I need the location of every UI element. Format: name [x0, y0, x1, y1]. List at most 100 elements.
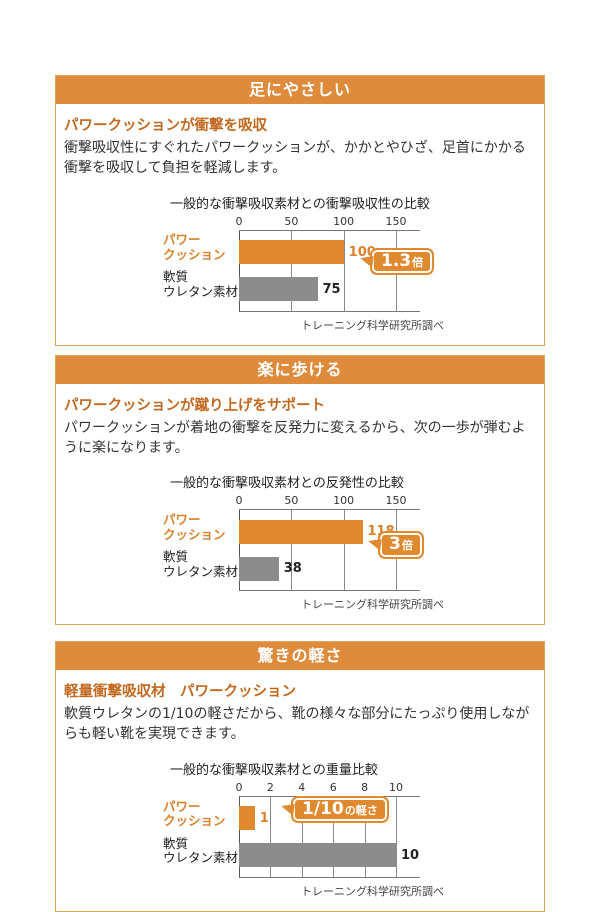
bar-category-label-line: パワー [163, 798, 201, 814]
ratio-badge-value: 1.3 [381, 250, 412, 271]
plot: 100 75 [239, 229, 420, 312]
bar-category-label-line: 軟質 [163, 269, 189, 285]
bar-category-label-line: クッション [163, 526, 226, 542]
gridline [291, 510, 293, 591]
bar-value-label: 10 [401, 847, 420, 863]
bar-chart-rebound: 一般的な衝撃吸収素材との反発性の比較 パワー クッション 軟質 ウレタン素材 0 50 1… [163, 472, 444, 612]
bar-row: 1 [239, 800, 420, 837]
plot-area: 0 50 100 150 100 75 1.3 倍 [236, 214, 435, 312]
bar-chart-shock-absorption: 一般的な衝撃吸収素材との衝撃吸収性の比較 パワー クッション 軟質 ウレタン素材 0 5… [163, 193, 444, 333]
axis-ticks: 0 2 4 6 8 10 [236, 780, 420, 796]
axis-tick-label: 8 [361, 780, 369, 794]
axis-tick-label: 2 [266, 780, 274, 794]
bar-power-cushion [239, 240, 344, 265]
axis-tick-label: 50 [284, 494, 299, 508]
bar-category-label-line: パワー [163, 511, 201, 527]
bar-urethane [239, 843, 396, 868]
section-body: パワークッションが蹴り上げをサポート パワークッションが着地の衝撃を反発力に変え… [56, 384, 544, 625]
section-body: パワークッションが衝撃を吸収 衝撃吸収性にすぐれたパワークッションが、かかとやひ… [56, 104, 544, 345]
bar-labels: パワー クッション軟質 ウレタン素材 [163, 781, 239, 878]
section-subheading: 軽量衝撃吸収材 パワークッション [64, 684, 296, 701]
bar-power-cushion [239, 806, 255, 831]
bar-category-label: パワー クッション [163, 509, 239, 546]
chart-title: 一般的な衝撃吸収素材との重量比較 [170, 762, 378, 778]
section-lightweight: 驚きの軽さ 軽量衝撃吸収材 パワークッション 軟質ウレタンの1/10の軽さだから… [55, 641, 545, 912]
gridline [343, 510, 345, 591]
chart-title: 一般的な衝撃吸収素材との反発性の比較 [170, 476, 404, 492]
axis-tick-label: 150 [385, 214, 407, 228]
section-rebound: 楽に歩ける パワークッションが蹴り上げをサポート パワークッションが着地の衝撃を… [55, 354, 545, 626]
ratio-badge-unit: の軽さ [344, 803, 378, 817]
bar-urethane [239, 277, 318, 302]
chart-source: トレーニング科学研究所調べ [301, 598, 444, 612]
bar-labels: パワー クッション 軟質 ウレタン素材 [163, 215, 239, 312]
axis-tick-label: 10 [389, 780, 403, 794]
section-cushioning: 足にやさしい パワークッションが衝撃を吸収 衝撃吸収性にすぐれたパワークッション… [55, 75, 545, 346]
chart-title: 一般的な衝撃吸収素材との衝撃吸収性の比較 [170, 196, 430, 212]
gridline [270, 796, 272, 877]
section-header-text: 楽に歩ける [257, 359, 343, 379]
section-description: パワークッションが着地の衝撃を反発力に変えるから、次の一歩が弾むように楽になりま… [64, 419, 526, 456]
axis-tick-label: 150 [385, 494, 407, 508]
section-description: 衝撃吸収性にすぐれたパワークッションが、かかとやひざ、足首にかかる衝撃を吸収して… [64, 140, 526, 177]
axis-line [239, 510, 240, 591]
ratio-badge-unit: 倍 [401, 539, 413, 553]
bar-category-label-line: クッション [163, 247, 226, 263]
bar-category-label-line: ウレタン素材 [163, 563, 239, 579]
chart-main: パワー クッション 軟質 ウレタン素材 0 2 4 6 8 10 1 10 1/10 の軽さ [163, 781, 444, 878]
ratio-badge-value: 1/10 [302, 798, 344, 819]
bar-row: 100 [239, 234, 420, 271]
bar-power-cushion [239, 519, 363, 544]
ratio-badge: 1/10 の軽さ [291, 795, 389, 824]
bar-category-label-line: ウレタン素材 [163, 850, 239, 866]
section-header: 楽に歩ける [56, 355, 544, 384]
gridline [396, 796, 397, 877]
gridline [301, 796, 303, 877]
gridline [333, 796, 335, 877]
section-subheading: パワークッションが衝撃を吸収 [64, 118, 267, 134]
gridline [364, 796, 366, 877]
axis-ticks: 0 50 100 150 [235, 494, 420, 509]
plot-area: 0 2 4 6 8 10 1 10 1/10 の軽さ [236, 780, 420, 878]
axis-tick-label: 100 [333, 214, 355, 228]
axis-line [239, 796, 240, 877]
section-subheading: パワークッションが蹴り上げをサポート [64, 397, 325, 414]
chart-source: トレーニング科学研究所調べ [301, 318, 444, 332]
bar-category-label: 軟質 ウレタン素材 [163, 267, 239, 304]
bar-category-label: 軟質 ウレタン素材 [163, 546, 239, 583]
bar-row: 75 [239, 271, 420, 308]
ratio-badge-unit: 倍 [412, 255, 424, 269]
gridline [291, 230, 293, 311]
bar-urethane [239, 556, 279, 581]
bar-category-label-line: ウレタン素材 [163, 284, 239, 300]
ratio-badge: 1.3 倍 [370, 247, 435, 276]
bar-labels: パワー クッション 軟質 ウレタン素材 [163, 494, 239, 591]
bar-value-label: 75 [322, 281, 341, 297]
bar-row: 38 [239, 550, 420, 587]
chart-main: パワー クッション 軟質 ウレタン素材 0 50 100 150 100 75 1.3 倍 [163, 215, 444, 312]
bar-value-label: 38 [283, 561, 302, 577]
section-description: 軟質ウレタンの1/10の軽さだから、靴の様々な部分にたっぷり使用しながらも軽い靴… [64, 706, 530, 743]
axis-tick-label: 0 [235, 494, 243, 508]
bar-category-label-line: クッション [163, 813, 226, 829]
axis-tick-label: 100 [333, 494, 355, 508]
bar-category-label-line: 軟質 [163, 835, 189, 851]
bar-row: 10 [239, 837, 420, 874]
section-header-text: 驚きの軽さ [257, 646, 343, 666]
ratio-badge-value: 3 [389, 534, 401, 555]
gridline [343, 230, 345, 311]
axis-tick-label: 50 [284, 214, 299, 228]
section-header-text: 足にやさしい [248, 80, 351, 99]
axis-tick-label: 6 [329, 780, 337, 794]
bar-category-label: パワー クッション [163, 230, 239, 267]
axis-ticks: 0 50 100 150 [236, 214, 420, 230]
axis-line [239, 230, 240, 311]
section-header: 驚きの軽さ [56, 642, 544, 671]
bar-category-label: パワー クッション [163, 796, 239, 833]
bar-category-label-line: 軟質 [163, 548, 189, 564]
